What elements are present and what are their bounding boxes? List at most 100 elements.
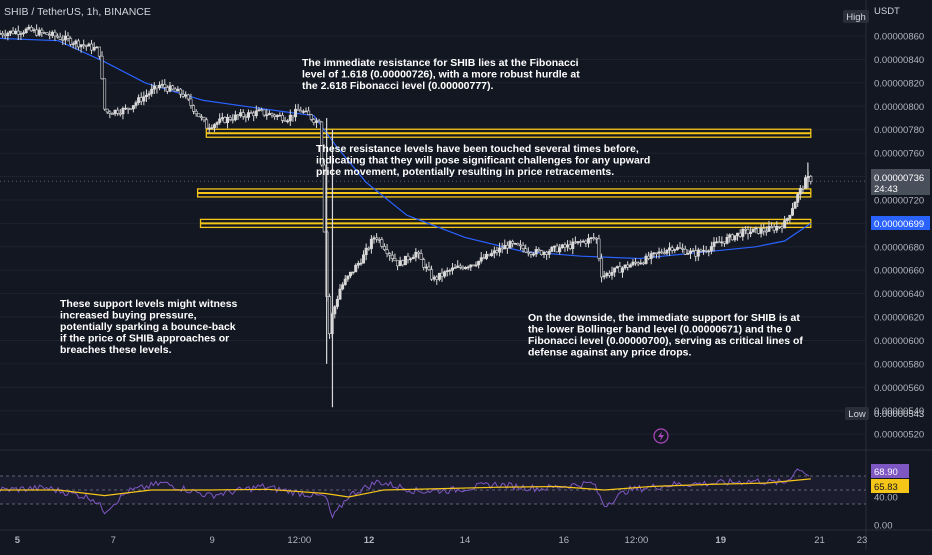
candle-body xyxy=(139,97,143,102)
candle-body xyxy=(79,44,83,48)
candle-body xyxy=(466,266,470,269)
candle-body xyxy=(304,110,308,113)
candle-body xyxy=(461,267,465,270)
annotation-line: potentially sparking a bounce-back xyxy=(60,321,236,333)
candle-body xyxy=(56,35,60,38)
candle-body xyxy=(555,245,559,253)
candle-body xyxy=(401,260,405,266)
lightning-icon[interactable] xyxy=(653,428,669,444)
candle-body xyxy=(681,248,685,250)
candle-body xyxy=(163,83,167,88)
candle-body xyxy=(691,250,695,252)
candle-body xyxy=(474,264,478,267)
candle-body xyxy=(686,253,690,255)
candle-body xyxy=(534,249,538,255)
candle-body xyxy=(291,114,295,118)
candle-body xyxy=(231,119,235,121)
price-tick-label: 0.00000680 xyxy=(874,242,924,253)
price-tick-label: 0.00000560 xyxy=(874,383,924,394)
candle-body xyxy=(92,47,96,51)
candle-body xyxy=(262,109,266,116)
annotation-line: indicating that they will pose significa… xyxy=(316,155,650,167)
time-axis[interactable]: 5 7 9 12:00 12 14 16 12:00 19 21 23 xyxy=(0,529,932,546)
candle-body xyxy=(280,114,284,121)
candle-body xyxy=(597,238,601,259)
candle-body xyxy=(32,29,36,32)
annotation-line: price movement, potentially resulting in… xyxy=(316,166,614,178)
annotation-line: These resistance levels have been touche… xyxy=(316,143,639,155)
candle-body xyxy=(804,177,808,189)
candle-body xyxy=(66,35,70,39)
candle-body xyxy=(764,230,768,233)
candle-body xyxy=(194,111,198,115)
candle-body xyxy=(218,118,222,123)
time-tick-label: 12:00 xyxy=(287,535,311,546)
candle-body xyxy=(377,238,381,241)
candle-body xyxy=(537,249,541,251)
candle-body xyxy=(730,234,734,241)
candle-body xyxy=(8,30,12,34)
candle-body xyxy=(1,33,5,36)
candle-body xyxy=(712,241,716,247)
candle-body xyxy=(571,241,575,249)
candle-body xyxy=(294,108,298,118)
candle-body xyxy=(265,114,269,117)
annotation-line: Fibonacci level (0.00000700), serving as… xyxy=(528,335,803,347)
candle-body xyxy=(490,252,494,257)
candle-body xyxy=(142,96,146,102)
candle-body xyxy=(615,266,619,269)
candle-body xyxy=(372,237,376,240)
candle-body xyxy=(707,250,711,253)
candle-body xyxy=(780,226,784,229)
candle-body xyxy=(103,78,107,110)
annotation-text: On the downside, the immediate support f… xyxy=(528,312,803,359)
candle-body xyxy=(665,249,669,254)
candle-body xyxy=(411,256,415,260)
candle-body xyxy=(704,250,708,252)
candle-body xyxy=(362,254,366,264)
time-tick-label: 7 xyxy=(111,535,116,546)
candle-body xyxy=(171,85,175,90)
lightning-glyph xyxy=(658,431,664,441)
candle-body xyxy=(178,88,182,95)
candle-body xyxy=(82,44,86,47)
candle-body xyxy=(422,259,426,268)
rsi-value-label: 68.90 xyxy=(874,467,898,478)
candle-body xyxy=(197,113,201,118)
candle-body xyxy=(788,214,792,219)
candle-body xyxy=(69,38,73,45)
candle-body xyxy=(772,226,776,231)
candle-body xyxy=(720,241,724,244)
candle-body xyxy=(668,247,672,251)
candle-body xyxy=(118,113,122,115)
moving-average xyxy=(0,37,812,260)
candle-body xyxy=(0,33,2,35)
candle-body xyxy=(220,117,224,120)
candle-body xyxy=(210,127,214,129)
price-tick-label: 0.00000580 xyxy=(874,359,924,370)
rsi-line xyxy=(0,468,810,520)
candle-body xyxy=(260,109,264,111)
candle-body xyxy=(275,115,279,117)
candle-body xyxy=(356,263,360,266)
candle-body xyxy=(375,237,379,240)
candle-body xyxy=(503,245,507,250)
candle-body xyxy=(477,260,481,266)
candle-body xyxy=(469,264,473,268)
candle-body xyxy=(160,83,164,86)
candle-body xyxy=(699,249,703,252)
time-tick-label: 23 xyxy=(857,535,868,546)
candle-body xyxy=(448,269,452,272)
symbol-header: SHIB / TetherUS, 1h, BINANCE xyxy=(4,6,151,18)
price-tick-label: 0.00000820 xyxy=(874,78,924,89)
candle-body xyxy=(673,249,677,251)
price-tick-label: 0.00000780 xyxy=(874,125,924,136)
candle-body xyxy=(48,34,52,37)
candle-body xyxy=(226,116,230,123)
candle-body xyxy=(785,218,789,221)
candle-body xyxy=(762,228,766,232)
price-tick-label: 0.00000800 xyxy=(874,102,924,113)
candle-body xyxy=(165,87,169,92)
